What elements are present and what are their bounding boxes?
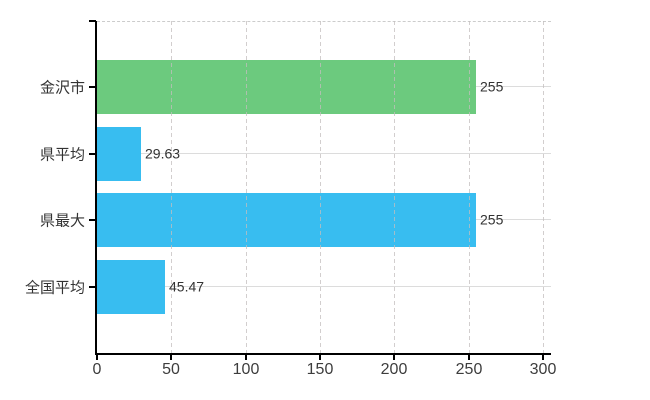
vertical-gridline bbox=[171, 21, 172, 353]
x-tick bbox=[393, 355, 395, 360]
category-label: 全国平均 bbox=[24, 279, 85, 297]
x-tick bbox=[96, 355, 98, 360]
x-tick-label: 250 bbox=[455, 361, 483, 378]
bar bbox=[97, 60, 476, 114]
x-tick bbox=[468, 355, 470, 360]
x-tick-label: 0 bbox=[92, 361, 102, 378]
x-tick bbox=[542, 355, 544, 360]
category-tick bbox=[89, 286, 96, 288]
bar-value-label: 45.47 bbox=[169, 278, 205, 295]
category-label: 県平均 bbox=[39, 146, 85, 164]
horizontal-gridline bbox=[97, 153, 551, 154]
vertical-gridline bbox=[394, 21, 395, 353]
axis-top-tick bbox=[89, 20, 96, 22]
vertical-gridline bbox=[469, 21, 470, 353]
category-label: 県最大 bbox=[39, 212, 85, 230]
horizontal-gridline bbox=[97, 286, 551, 287]
x-tick bbox=[245, 355, 247, 360]
bar bbox=[97, 127, 141, 181]
x-tick-label: 150 bbox=[306, 361, 334, 378]
bar bbox=[97, 193, 476, 247]
category-tick bbox=[89, 86, 96, 88]
vertical-gridline bbox=[320, 21, 321, 353]
vertical-gridline bbox=[246, 21, 247, 353]
plot-top-border bbox=[97, 21, 551, 22]
category-tick bbox=[89, 219, 96, 221]
vertical-gridline bbox=[543, 21, 544, 353]
category-tick bbox=[89, 153, 96, 155]
plot-area: 255 29.63 255 45.47 bbox=[95, 21, 551, 355]
bar-value-label: 255 bbox=[480, 211, 504, 228]
x-tick-label: 50 bbox=[162, 361, 180, 378]
category-label: 金沢市 bbox=[39, 79, 85, 97]
x-tick-label: 100 bbox=[232, 361, 260, 378]
x-tick-label: 200 bbox=[380, 361, 408, 378]
x-tick bbox=[319, 355, 321, 360]
x-tick bbox=[170, 355, 172, 360]
x-tick-label: 300 bbox=[529, 361, 557, 378]
bar bbox=[97, 260, 165, 314]
bar-value-label: 29.63 bbox=[145, 145, 181, 162]
bar-value-label: 255 bbox=[480, 78, 504, 95]
